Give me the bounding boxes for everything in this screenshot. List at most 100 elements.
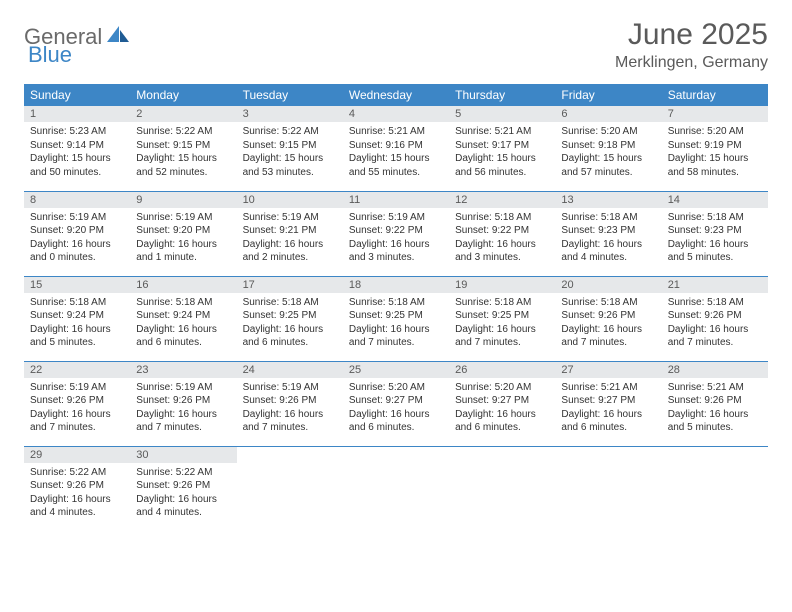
day-number: 27 xyxy=(555,362,661,378)
sunset-text: Sunset: 9:26 PM xyxy=(243,394,337,408)
day-details: Sunrise: 5:19 AMSunset: 9:26 PMDaylight:… xyxy=(237,378,343,441)
daylight-text: Daylight: 16 hours and 7 minutes. xyxy=(136,408,230,435)
day-number: 3 xyxy=(237,106,343,122)
daylight-text: Daylight: 16 hours and 5 minutes. xyxy=(668,238,762,265)
day-details: Sunrise: 5:21 AMSunset: 9:27 PMDaylight:… xyxy=(555,378,661,441)
daylight-text: Daylight: 16 hours and 2 minutes. xyxy=(243,238,337,265)
day-details: Sunrise: 5:19 AMSunset: 9:26 PMDaylight:… xyxy=(24,378,130,441)
sunrise-text: Sunrise: 5:22 AM xyxy=(136,125,230,139)
daylight-text: Daylight: 16 hours and 7 minutes. xyxy=(455,323,549,350)
calendar-cell: 2Sunrise: 5:22 AMSunset: 9:15 PMDaylight… xyxy=(130,106,236,191)
day-number: 17 xyxy=(237,277,343,293)
day-number: 10 xyxy=(237,192,343,208)
weekday-header: Saturday xyxy=(662,84,768,106)
day-number: 1 xyxy=(24,106,130,122)
day-number: 22 xyxy=(24,362,130,378)
day-details: Sunrise: 5:20 AMSunset: 9:18 PMDaylight:… xyxy=(555,122,661,185)
day-details: Sunrise: 5:18 AMSunset: 9:24 PMDaylight:… xyxy=(24,293,130,356)
sunset-text: Sunset: 9:27 PM xyxy=(561,394,655,408)
sunset-text: Sunset: 9:25 PM xyxy=(349,309,443,323)
daylight-text: Daylight: 16 hours and 5 minutes. xyxy=(668,408,762,435)
day-details: Sunrise: 5:18 AMSunset: 9:24 PMDaylight:… xyxy=(130,293,236,356)
day-number: 16 xyxy=(130,277,236,293)
sunset-text: Sunset: 9:22 PM xyxy=(349,224,443,238)
calendar-cell: 27Sunrise: 5:21 AMSunset: 9:27 PMDayligh… xyxy=(555,361,661,446)
sunrise-text: Sunrise: 5:22 AM xyxy=(136,466,230,480)
calendar-cell: 10Sunrise: 5:19 AMSunset: 9:21 PMDayligh… xyxy=(237,191,343,276)
sunset-text: Sunset: 9:15 PM xyxy=(136,139,230,153)
day-number: 18 xyxy=(343,277,449,293)
calendar-cell: 29Sunrise: 5:22 AMSunset: 9:26 PMDayligh… xyxy=(24,446,130,531)
weekday-header: Monday xyxy=(130,84,236,106)
calendar-week-row: 22Sunrise: 5:19 AMSunset: 9:26 PMDayligh… xyxy=(24,361,768,446)
sunrise-text: Sunrise: 5:18 AM xyxy=(561,211,655,225)
daylight-text: Daylight: 15 hours and 57 minutes. xyxy=(561,152,655,179)
day-number: 13 xyxy=(555,192,661,208)
daylight-text: Daylight: 15 hours and 53 minutes. xyxy=(243,152,337,179)
sunrise-text: Sunrise: 5:18 AM xyxy=(136,296,230,310)
daylight-text: Daylight: 15 hours and 50 minutes. xyxy=(30,152,124,179)
calendar-cell: 19Sunrise: 5:18 AMSunset: 9:25 PMDayligh… xyxy=(449,276,555,361)
calendar-cell: 13Sunrise: 5:18 AMSunset: 9:23 PMDayligh… xyxy=(555,191,661,276)
day-details: Sunrise: 5:20 AMSunset: 9:27 PMDaylight:… xyxy=(449,378,555,441)
day-number: 20 xyxy=(555,277,661,293)
title-block: June 2025 Merklingen, Germany xyxy=(615,18,768,72)
day-number: 12 xyxy=(449,192,555,208)
calendar-cell xyxy=(555,446,661,531)
calendar-cell: 6Sunrise: 5:20 AMSunset: 9:18 PMDaylight… xyxy=(555,106,661,191)
weekday-header: Thursday xyxy=(449,84,555,106)
daylight-text: Daylight: 16 hours and 7 minutes. xyxy=(668,323,762,350)
sunrise-text: Sunrise: 5:19 AM xyxy=(243,211,337,225)
day-number: 30 xyxy=(130,447,236,463)
daylight-text: Daylight: 16 hours and 7 minutes. xyxy=(30,408,124,435)
day-number: 25 xyxy=(343,362,449,378)
calendar-cell xyxy=(237,446,343,531)
day-number: 24 xyxy=(237,362,343,378)
calendar-week-row: 29Sunrise: 5:22 AMSunset: 9:26 PMDayligh… xyxy=(24,446,768,531)
sunrise-text: Sunrise: 5:19 AM xyxy=(136,211,230,225)
weekday-header: Friday xyxy=(555,84,661,106)
day-number: 23 xyxy=(130,362,236,378)
day-details: Sunrise: 5:18 AMSunset: 9:26 PMDaylight:… xyxy=(555,293,661,356)
day-details: Sunrise: 5:19 AMSunset: 9:20 PMDaylight:… xyxy=(24,208,130,271)
day-details: Sunrise: 5:20 AMSunset: 9:27 PMDaylight:… xyxy=(343,378,449,441)
sunrise-text: Sunrise: 5:18 AM xyxy=(243,296,337,310)
calendar-cell: 18Sunrise: 5:18 AMSunset: 9:25 PMDayligh… xyxy=(343,276,449,361)
day-number: 6 xyxy=(555,106,661,122)
calendar-cell: 21Sunrise: 5:18 AMSunset: 9:26 PMDayligh… xyxy=(662,276,768,361)
daylight-text: Daylight: 16 hours and 6 minutes. xyxy=(455,408,549,435)
day-details: Sunrise: 5:22 AMSunset: 9:15 PMDaylight:… xyxy=(130,122,236,185)
day-details: Sunrise: 5:19 AMSunset: 9:20 PMDaylight:… xyxy=(130,208,236,271)
sunrise-text: Sunrise: 5:19 AM xyxy=(30,211,124,225)
daylight-text: Daylight: 15 hours and 52 minutes. xyxy=(136,152,230,179)
calendar-cell: 24Sunrise: 5:19 AMSunset: 9:26 PMDayligh… xyxy=(237,361,343,446)
sunrise-text: Sunrise: 5:19 AM xyxy=(243,381,337,395)
day-details: Sunrise: 5:23 AMSunset: 9:14 PMDaylight:… xyxy=(24,122,130,185)
sunrise-text: Sunrise: 5:18 AM xyxy=(455,296,549,310)
weekday-header: Tuesday xyxy=(237,84,343,106)
sunset-text: Sunset: 9:24 PM xyxy=(30,309,124,323)
day-details: Sunrise: 5:19 AMSunset: 9:21 PMDaylight:… xyxy=(237,208,343,271)
calendar-cell: 7Sunrise: 5:20 AMSunset: 9:19 PMDaylight… xyxy=(662,106,768,191)
calendar-cell: 28Sunrise: 5:21 AMSunset: 9:26 PMDayligh… xyxy=(662,361,768,446)
sunrise-text: Sunrise: 5:20 AM xyxy=(455,381,549,395)
day-details: Sunrise: 5:18 AMSunset: 9:25 PMDaylight:… xyxy=(237,293,343,356)
calendar-cell: 17Sunrise: 5:18 AMSunset: 9:25 PMDayligh… xyxy=(237,276,343,361)
day-number: 28 xyxy=(662,362,768,378)
day-details: Sunrise: 5:18 AMSunset: 9:22 PMDaylight:… xyxy=(449,208,555,271)
daylight-text: Daylight: 16 hours and 6 minutes. xyxy=(349,408,443,435)
calendar-cell: 1Sunrise: 5:23 AMSunset: 9:14 PMDaylight… xyxy=(24,106,130,191)
sunset-text: Sunset: 9:25 PM xyxy=(455,309,549,323)
logo-line2: Blue xyxy=(28,42,72,68)
calendar-cell: 4Sunrise: 5:21 AMSunset: 9:16 PMDaylight… xyxy=(343,106,449,191)
calendar-cell: 26Sunrise: 5:20 AMSunset: 9:27 PMDayligh… xyxy=(449,361,555,446)
calendar-cell: 8Sunrise: 5:19 AMSunset: 9:20 PMDaylight… xyxy=(24,191,130,276)
day-details: Sunrise: 5:21 AMSunset: 9:16 PMDaylight:… xyxy=(343,122,449,185)
daylight-text: Daylight: 16 hours and 3 minutes. xyxy=(349,238,443,265)
sunset-text: Sunset: 9:24 PM xyxy=(136,309,230,323)
calendar-table: Sunday Monday Tuesday Wednesday Thursday… xyxy=(24,84,768,531)
day-number: 15 xyxy=(24,277,130,293)
day-number: 9 xyxy=(130,192,236,208)
sunrise-text: Sunrise: 5:18 AM xyxy=(668,296,762,310)
daylight-text: Daylight: 16 hours and 4 minutes. xyxy=(30,493,124,520)
